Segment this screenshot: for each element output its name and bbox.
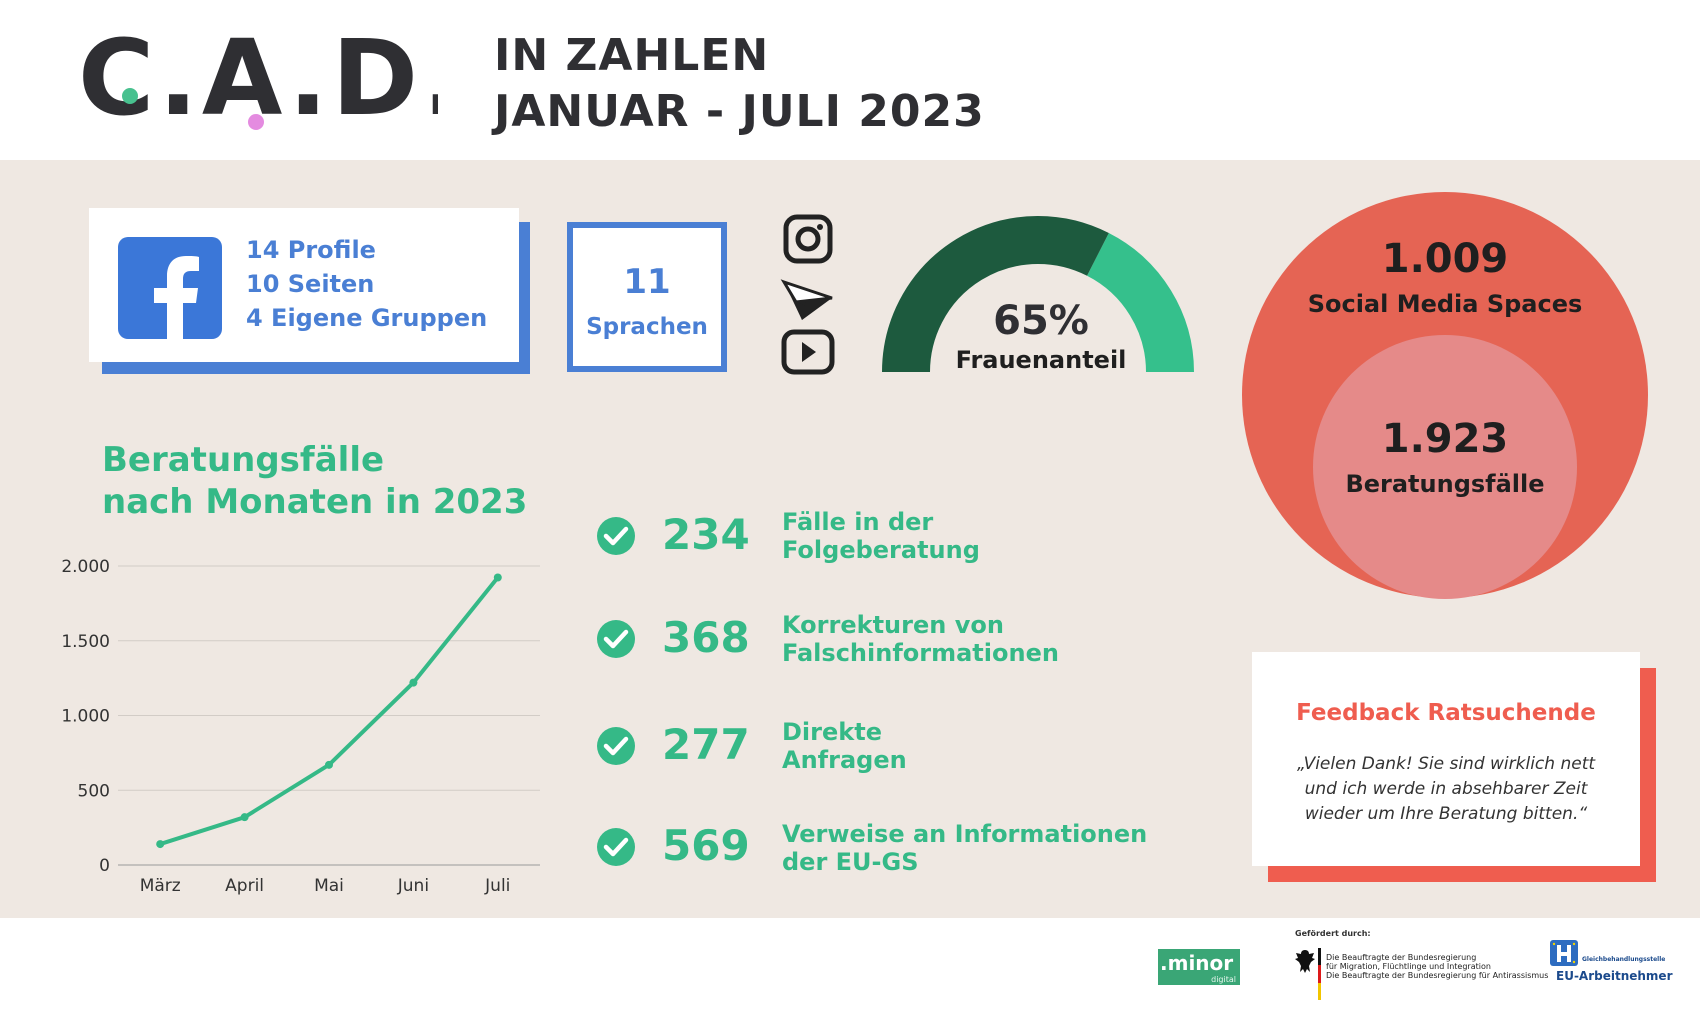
y-tick-label: 0 bbox=[99, 856, 110, 876]
consultation-cases-value: 1.923 bbox=[1381, 416, 1509, 462]
women-share-gauge bbox=[882, 216, 1194, 373]
german-flag-bar bbox=[1318, 948, 1321, 1000]
telegram-icon bbox=[780, 279, 833, 320]
eu-logo-title: EU-Arbeitnehmer bbox=[1556, 969, 1673, 983]
feedback-card bbox=[1252, 652, 1640, 866]
gauge-label: Frauenanteil bbox=[955, 346, 1127, 374]
facebook-profile-count: 14 Profile bbox=[246, 236, 376, 264]
eu-workers-logo-icon bbox=[1550, 940, 1578, 966]
stat-text-line2: der EU-GS bbox=[782, 848, 919, 876]
stat-text-line1: Fälle in der bbox=[782, 508, 934, 536]
stat-value: 277 bbox=[662, 720, 750, 769]
y-tick-label: 1.000 bbox=[61, 707, 110, 727]
x-tick-label: Juni bbox=[397, 876, 429, 896]
funded-by-label: Gefördert durch: bbox=[1295, 929, 1371, 938]
footer bbox=[0, 918, 1700, 1012]
minor-digital-logo: .minor digital bbox=[1158, 949, 1240, 985]
data-point bbox=[409, 678, 418, 687]
facebook-group-count: 4 Eigene Gruppen bbox=[246, 304, 488, 332]
minor-logo-subtext: digital bbox=[1211, 975, 1236, 984]
stat-text-line1: Direkte bbox=[782, 718, 882, 746]
stat-value: 368 bbox=[662, 613, 750, 662]
stat-text-line1: Verweise an Informationen bbox=[782, 820, 1148, 848]
check-circle-icon bbox=[597, 620, 635, 658]
sponsor-line1: Die Beauftragte der Bundesregierung bbox=[1326, 953, 1477, 962]
federal-eagle-icon bbox=[1295, 950, 1315, 973]
x-tick-label: Juli bbox=[484, 876, 510, 896]
data-point bbox=[325, 760, 333, 769]
facebook-icon bbox=[118, 237, 222, 339]
feedback-title: Feedback Ratsuchende bbox=[1296, 700, 1596, 726]
sponsor-line3: Die Beauftragte der Bundesregierung für … bbox=[1326, 971, 1549, 980]
chart-points bbox=[156, 573, 502, 849]
line-chart: 0 500 1.000 1.500 2.000 März April Mai Juni Juli bbox=[61, 557, 540, 896]
instagram-icon bbox=[783, 214, 833, 264]
stat-value: 569 bbox=[662, 821, 750, 870]
logo-dot-pink bbox=[248, 114, 264, 130]
series-line bbox=[159, 576, 500, 846]
data-point bbox=[493, 573, 502, 582]
y-tick-label: 2.000 bbox=[61, 557, 110, 577]
page-title-line2: JANUAR - JULI 2023 bbox=[494, 86, 985, 137]
chart-title-line1: Beratungsfälle bbox=[102, 440, 385, 480]
logo-text: C.A.D.S bbox=[78, 30, 438, 130]
chart-y-axis: 0 500 1.000 1.500 2.000 bbox=[61, 557, 110, 876]
cads-logo: C.A.D.S bbox=[78, 30, 438, 130]
youtube-icon bbox=[781, 329, 835, 375]
header: C.A.D.S IN ZAHLEN JANUAR - JULI 2023 bbox=[0, 0, 1700, 160]
social-media-spaces-label: Social Media Spaces bbox=[1307, 290, 1583, 318]
government-sponsor-text: Die Beauftragte der Bundesregierung für … bbox=[1326, 953, 1548, 980]
stat-text-line1: Korrekturen von bbox=[782, 611, 1004, 639]
stat-text-line2: Folgeberatung bbox=[782, 536, 980, 564]
languages-card bbox=[567, 222, 727, 372]
data-point bbox=[156, 840, 165, 849]
page-title-line1: IN ZAHLEN bbox=[494, 30, 770, 81]
stat-value: 234 bbox=[662, 510, 750, 559]
consultation-cases-label: Beratungsfälle bbox=[1345, 470, 1545, 498]
x-tick-label: April bbox=[225, 876, 264, 896]
gauge-value-arc bbox=[882, 216, 1109, 373]
stat-text-line2: Anfragen bbox=[782, 746, 907, 774]
languages-value: 11 bbox=[623, 262, 671, 302]
logo-dot-green bbox=[122, 88, 138, 104]
social-media-spaces-value: 1.009 bbox=[1381, 236, 1509, 282]
check-circle-icon bbox=[597, 727, 635, 765]
data-point bbox=[240, 813, 249, 822]
chart-grid bbox=[118, 565, 540, 866]
minor-logo-text: .minor bbox=[1160, 951, 1234, 975]
chart-x-axis: März April Mai Juni Juli bbox=[140, 876, 511, 896]
x-tick-label: März bbox=[140, 876, 181, 896]
inner-circle bbox=[1313, 335, 1577, 599]
gauge-remaining-arc bbox=[1086, 233, 1194, 373]
eu-logo-subtitle: Gleichbehandlungsstelle bbox=[1582, 956, 1666, 963]
sponsor-line2: für Migration, Flüchtlinge und Integrati… bbox=[1326, 962, 1491, 971]
gauge-percentage: 65% bbox=[993, 298, 1089, 344]
facebook-f-glyph bbox=[154, 256, 199, 339]
languages-label: Sprachen bbox=[586, 314, 708, 340]
chart-title-line2: nach Monaten in 2023 bbox=[102, 482, 528, 522]
nested-circles bbox=[1242, 192, 1648, 599]
check-circle-icon bbox=[597, 517, 635, 555]
check-circle-icon bbox=[597, 828, 635, 866]
y-tick-label: 1.500 bbox=[61, 632, 110, 652]
x-tick-label: Mai bbox=[314, 876, 344, 896]
y-tick-label: 500 bbox=[78, 781, 110, 801]
facebook-page-count: 10 Seiten bbox=[246, 270, 375, 298]
feedback-quote: „Vielen Dank! Sie sind wirklich nett und… bbox=[1296, 754, 1596, 824]
stat-text-line2: Falschinformationen bbox=[782, 639, 1059, 667]
